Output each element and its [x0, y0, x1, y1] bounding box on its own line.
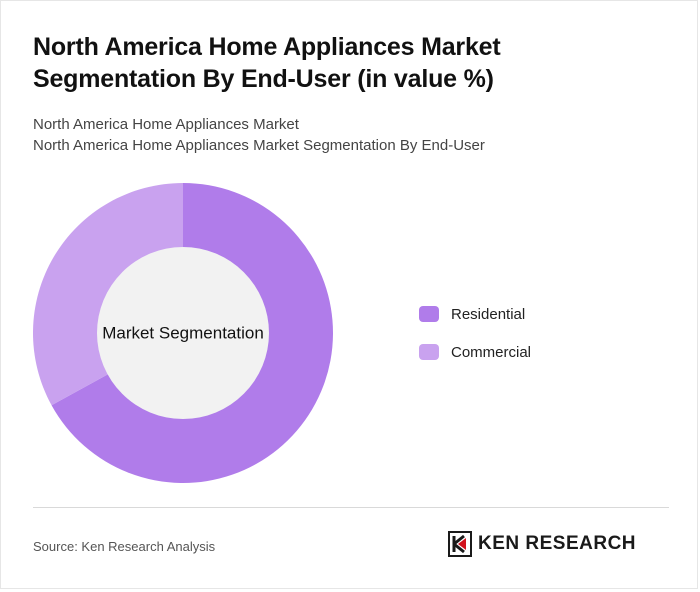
source-note: Source: Ken Research Analysis: [33, 539, 216, 554]
legend-item-residential: Residential: [419, 304, 531, 324]
subtitle-line-1: North America Home Appliances Market: [33, 116, 299, 133]
chart-subtitle: North America Home Appliances Market Nor…: [33, 114, 485, 156]
chart-title: North America Home Appliances Market Seg…: [33, 33, 501, 93]
donut-center: [97, 247, 269, 419]
donut-center-label: Market Segmentation: [102, 323, 264, 342]
legend-swatch: [419, 306, 439, 322]
legend-label: Residential: [451, 305, 526, 323]
legend-swatch: [419, 344, 439, 360]
subtitle-line-2: North America Home Appliances Market Seg…: [33, 137, 485, 154]
ken-research-logo-icon: [448, 531, 472, 557]
ken-research-logo: KEN RESEARCH: [448, 531, 636, 557]
legend-label: Commercial: [451, 343, 532, 361]
logo-wordmark: KEN RESEARCH: [478, 533, 637, 554]
footer-divider: [33, 507, 669, 508]
legend-item-commercial: Commercial: [419, 342, 531, 362]
chart-legend: Residential Commercial: [419, 304, 531, 380]
